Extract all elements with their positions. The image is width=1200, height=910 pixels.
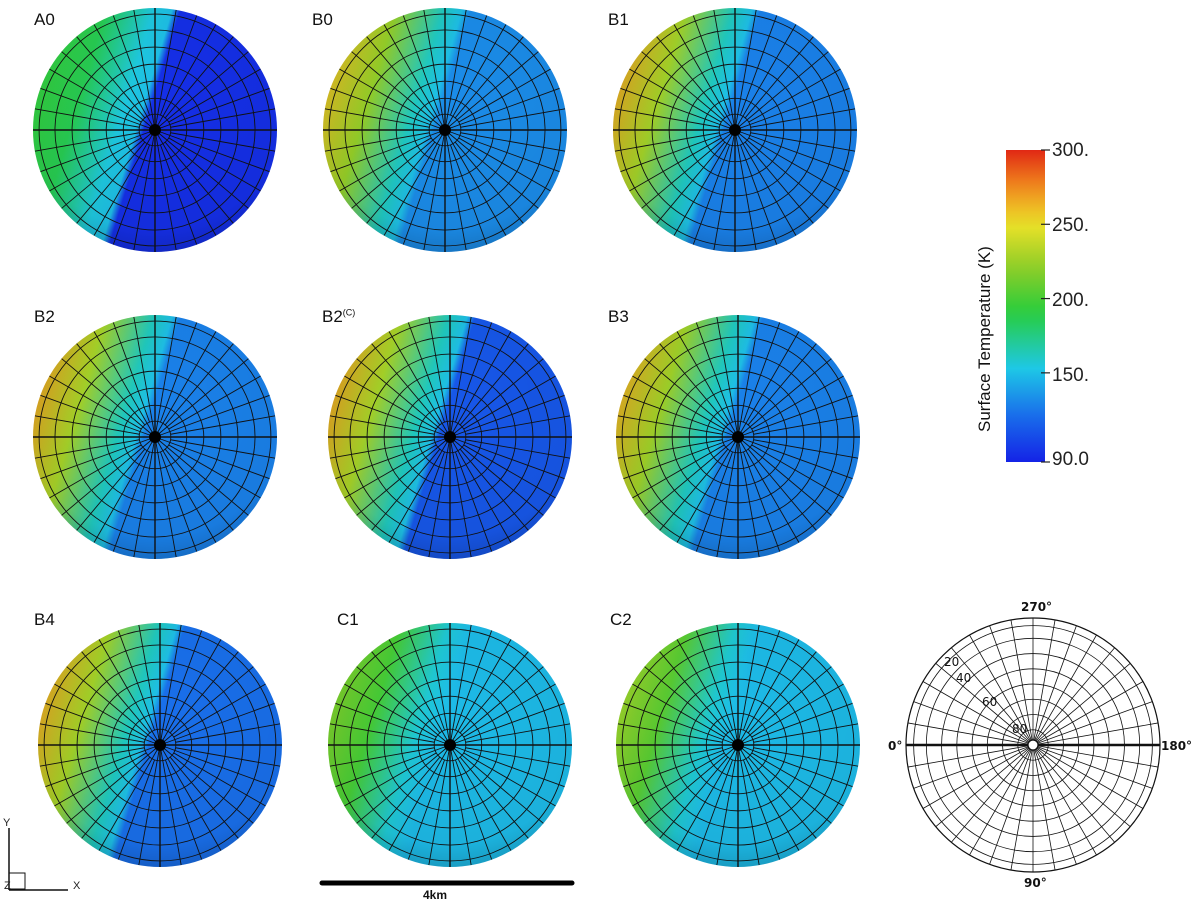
- ref-spoke: [1037, 701, 1153, 744]
- ref-spoke: [1037, 747, 1144, 809]
- globe-pole: [444, 739, 456, 751]
- colorbar-tick-250: 250.: [1052, 215, 1089, 236]
- panel-label-c2: C2: [610, 610, 632, 629]
- globe-pole: [732, 431, 744, 443]
- globe-grid: [33, 315, 277, 559]
- globe-panels: [33, 8, 860, 867]
- ref-spoke: [935, 663, 1030, 743]
- colorbar-tick-150: 150.: [1052, 365, 1089, 386]
- ref-spoke: [1037, 746, 1153, 789]
- globe-c2: [616, 623, 860, 867]
- ref-ring-80: 80: [1012, 722, 1028, 736]
- globe-b3: [616, 315, 860, 559]
- ref-spoke: [1035, 748, 1115, 843]
- globe-a0: [33, 8, 277, 252]
- ref-spoke: [1034, 749, 1077, 865]
- ref-ring-60: 60: [982, 695, 998, 709]
- colorbar-title: Surface Temperature (K): [975, 246, 994, 432]
- ref-spoke: [1036, 747, 1131, 827]
- panel-label-b2c: B2(C): [322, 307, 356, 326]
- globe-grid: [616, 315, 860, 559]
- globe-grid: [328, 315, 572, 559]
- globe-pole: [154, 739, 166, 751]
- ref-spoke: [907, 722, 1029, 745]
- ref-spoke: [935, 747, 1030, 827]
- globe-pole: [729, 124, 741, 136]
- panel-label-b1: B1: [608, 10, 629, 29]
- ref-spoke: [907, 745, 1029, 768]
- ref-spoke: [969, 749, 1031, 856]
- ref-label-90: 90°: [1024, 876, 1047, 890]
- globe-b2: [33, 315, 277, 559]
- globe-grid: [38, 623, 282, 867]
- ref-spoke: [922, 681, 1029, 743]
- ref-spoke: [989, 625, 1032, 741]
- ref-label-270: 270°: [1021, 600, 1053, 614]
- panel-label-b2: B2: [34, 307, 55, 326]
- globe-b2c: [328, 315, 572, 559]
- ref-spoke: [1036, 663, 1131, 743]
- ref-spoke: [1033, 619, 1056, 741]
- globe-pole: [439, 124, 451, 136]
- axis-z-box: [8, 872, 26, 890]
- globe-b0: [323, 8, 567, 252]
- ref-spoke: [1035, 634, 1097, 741]
- globe-grid: [616, 623, 860, 867]
- colorbar-tick-300: 300.: [1052, 140, 1089, 161]
- globe-grid: [613, 8, 857, 252]
- panel-label-c1: C1: [337, 610, 359, 629]
- globe-c1: [328, 623, 572, 867]
- ref-ring-40: 40: [956, 671, 972, 685]
- ref-spoke: [1010, 619, 1033, 741]
- ref-spoke: [1035, 647, 1115, 742]
- ref-center: [1027, 739, 1039, 751]
- ref-spoke: [922, 747, 1029, 809]
- axis-label-z: Z: [4, 880, 11, 892]
- reference-grid: [905, 617, 1161, 873]
- ref-label-0: 0°: [888, 739, 903, 753]
- colorbar-gradient: [1006, 150, 1045, 462]
- globe-pole: [444, 431, 456, 443]
- axis-triad: [8, 828, 68, 891]
- scale-bar-label: 4km: [423, 888, 448, 902]
- globe-pole: [149, 431, 161, 443]
- ref-spoke: [913, 746, 1029, 789]
- ref-spoke: [969, 634, 1031, 741]
- ref-ring-20: 20: [944, 655, 960, 669]
- ref-spoke: [1010, 749, 1033, 871]
- ref-spoke: [1037, 745, 1159, 768]
- globe-grid: [323, 8, 567, 252]
- ref-spoke: [951, 647, 1031, 742]
- globe-pole: [732, 739, 744, 751]
- ref-spoke: [913, 701, 1029, 744]
- panel-label-a0: A0: [34, 10, 55, 29]
- ref-spoke: [1035, 749, 1097, 856]
- ref-spoke: [1034, 625, 1077, 741]
- colorbar: [1006, 149, 1050, 463]
- panel-label-b2c-superscript: (C): [342, 307, 356, 318]
- ref-spoke: [951, 748, 1031, 843]
- panel-label-b0: B0: [312, 10, 333, 29]
- ref-spoke: [1037, 722, 1159, 745]
- globe-b4: [38, 623, 282, 867]
- panel-label-b3: B3: [608, 307, 629, 326]
- globe-b1: [613, 8, 857, 252]
- ref-label-180: 180°: [1161, 739, 1193, 753]
- ref-spoke: [989, 749, 1032, 865]
- colorbar-tick-90: 90.0: [1052, 449, 1089, 470]
- globe-pole: [149, 124, 161, 136]
- ref-spoke: [1037, 681, 1144, 743]
- panel-label-b4: B4: [34, 610, 55, 629]
- globe-grid: [33, 8, 277, 252]
- colorbar-tick-200: 200.: [1052, 290, 1089, 311]
- axis-label-y: Y: [3, 817, 11, 829]
- axis-label-x: X: [73, 880, 81, 892]
- ref-spoke: [1033, 749, 1056, 871]
- colorbar-ticks: [1041, 149, 1050, 463]
